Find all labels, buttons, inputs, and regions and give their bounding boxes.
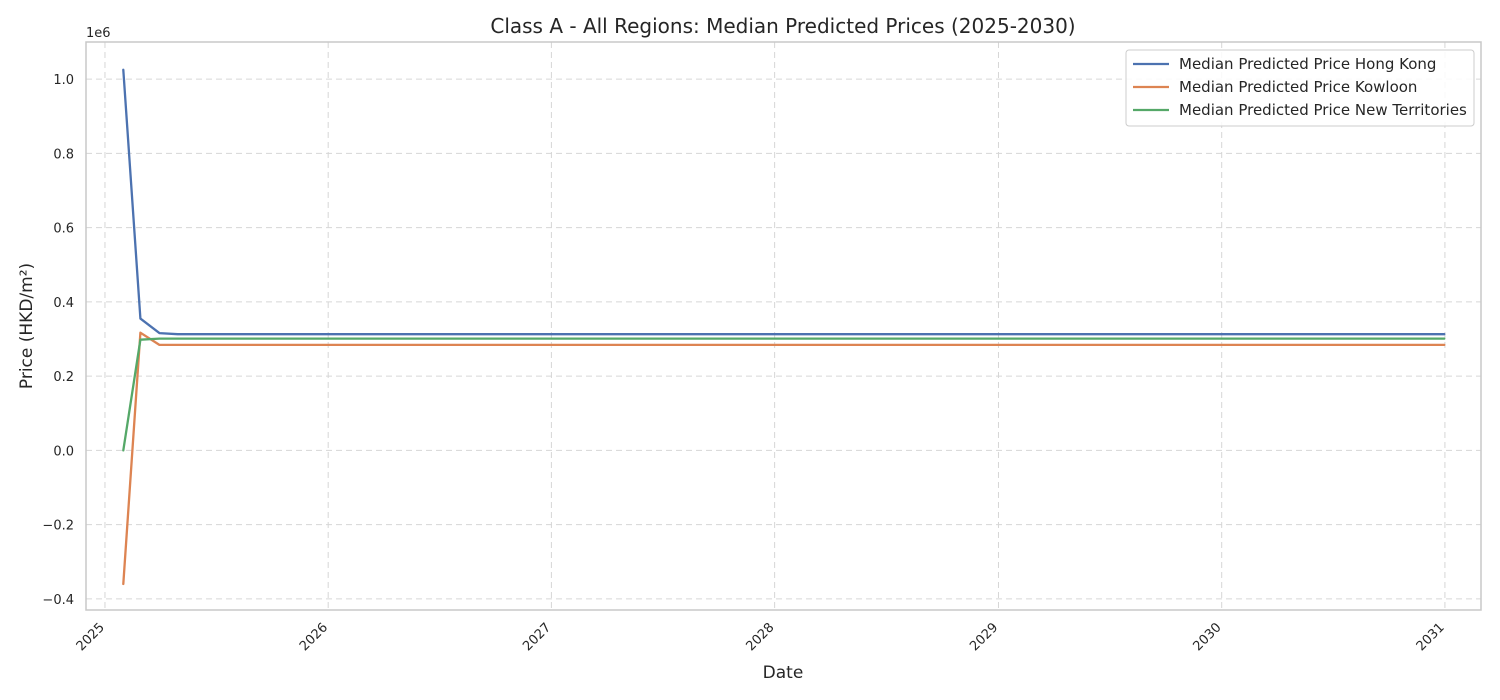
series-line-new-territories [122, 337, 1446, 452]
x-tick-label: 2031 [1414, 620, 1448, 654]
y-tick-label: −0.2 [42, 519, 74, 534]
y-tick-label: 0.2 [53, 370, 74, 385]
x-tick-label: 2026 [297, 620, 331, 654]
axis-ticks: −0.4 −0.2 0.0 0.2 0.4 0.6 0.8 1.0 2025 2026 2027 20… [42, 73, 1447, 654]
x-tick-label: 2027 [520, 620, 554, 654]
series-lines [122, 68, 1446, 586]
legend-label-new-territories: Median Predicted Price New Territories [1179, 101, 1467, 119]
y-tick-label: 0.4 [53, 296, 74, 311]
y-tick-label: 0.8 [53, 147, 74, 162]
legend-label-hong-kong: Median Predicted Price Hong Kong [1179, 55, 1436, 73]
plot-area-frame [85, 41, 1482, 611]
x-axis-label: Date [763, 663, 804, 683]
chart-title: Class A - All Regions: Median Predicted … [490, 14, 1075, 38]
y-tick-label: −0.4 [42, 593, 74, 608]
y-axis-label: Price (HKD/m²) [17, 263, 37, 389]
grid [86, 42, 1481, 610]
series-line-hong-kong [122, 68, 1446, 336]
x-tick-label: 2029 [967, 620, 1001, 654]
y-tick-label: 1.0 [53, 73, 74, 88]
y-axis-offset-label: 1e6 [86, 26, 111, 41]
x-tick-label: 2030 [1191, 620, 1225, 654]
y-tick-label: 0.6 [53, 222, 74, 237]
y-tick-label: 0.0 [53, 444, 74, 459]
series-line-kowloon [122, 331, 1446, 586]
legend: Median Predicted Price Hong Kong Median … [1125, 49, 1475, 127]
x-tick-label: 2025 [74, 620, 108, 654]
legend-frame [1125, 49, 1475, 127]
legend-label-kowloon: Median Predicted Price Kowloon [1179, 78, 1417, 96]
x-tick-label: 2028 [743, 620, 777, 654]
